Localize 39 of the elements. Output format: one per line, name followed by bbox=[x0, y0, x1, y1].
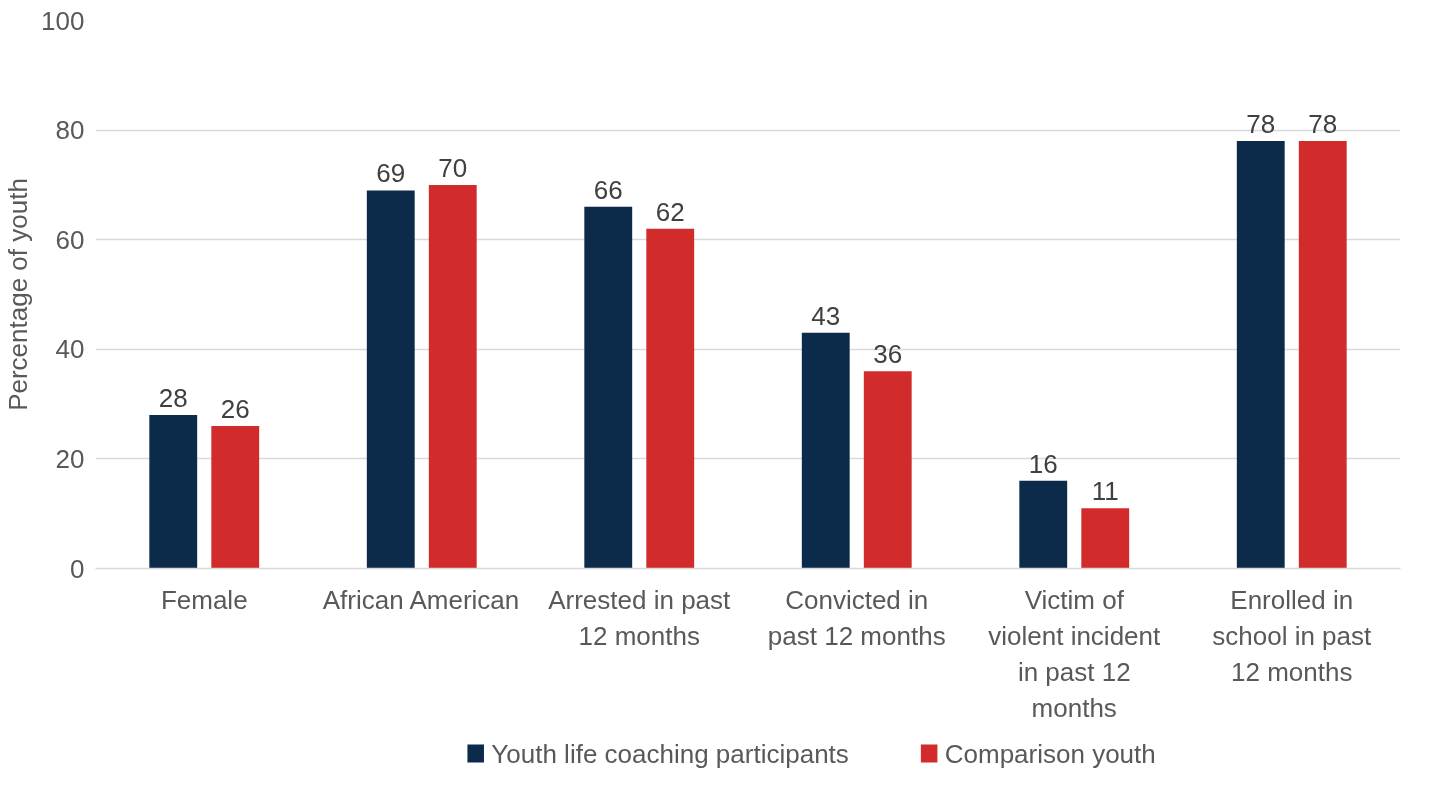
bar bbox=[1081, 508, 1130, 569]
data-label: 66 bbox=[593, 174, 623, 205]
data-label: 69 bbox=[376, 158, 406, 189]
x-tick-label: Victim of violent incident in past 12 months bbox=[988, 584, 1162, 723]
data-label: 36 bbox=[873, 339, 903, 370]
x-tick-label: Convicted in past 12 months bbox=[767, 584, 946, 651]
data-label: 78 bbox=[1308, 109, 1338, 140]
data-label: 26 bbox=[220, 394, 250, 425]
bar bbox=[211, 426, 260, 569]
data-label: 62 bbox=[655, 196, 685, 227]
y-tick-label: 40 bbox=[55, 334, 85, 365]
y-axis-title: Percentage of youth bbox=[3, 178, 34, 411]
bar bbox=[428, 184, 477, 569]
bar bbox=[801, 332, 850, 569]
data-label: 28 bbox=[158, 383, 188, 414]
x-tick-label: Arrested in past 12 months bbox=[548, 584, 732, 651]
bar bbox=[584, 206, 633, 569]
y-tick-label: 80 bbox=[55, 115, 85, 146]
data-label: 11 bbox=[1091, 476, 1119, 507]
x-tick-label: African American bbox=[322, 584, 520, 615]
bar bbox=[1019, 480, 1068, 569]
data-label: 16 bbox=[1028, 448, 1058, 479]
data-label: 70 bbox=[438, 152, 468, 183]
legend-label: Youth life coaching participants bbox=[491, 738, 849, 769]
x-tick-label: Female bbox=[160, 584, 248, 615]
bar bbox=[1236, 141, 1285, 569]
y-tick-label: 100 bbox=[41, 5, 85, 36]
bar bbox=[1298, 141, 1347, 569]
bar bbox=[149, 415, 198, 569]
data-label: 43 bbox=[811, 300, 841, 331]
y-tick-label: 0 bbox=[70, 553, 85, 584]
y-tick-label: 60 bbox=[55, 224, 85, 255]
legend-label: Comparison youth bbox=[944, 738, 1156, 769]
bar bbox=[366, 190, 415, 569]
bar bbox=[646, 228, 695, 569]
bar bbox=[863, 371, 912, 569]
data-label: 78 bbox=[1246, 109, 1276, 140]
x-tick-label: Enrolled in school in past 12 months bbox=[1212, 584, 1373, 687]
y-tick-label: 20 bbox=[55, 443, 85, 474]
